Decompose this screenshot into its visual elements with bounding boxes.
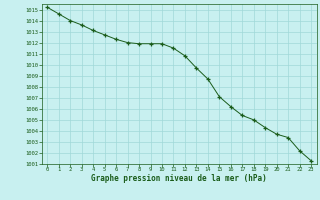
X-axis label: Graphe pression niveau de la mer (hPa): Graphe pression niveau de la mer (hPa) xyxy=(91,174,267,183)
